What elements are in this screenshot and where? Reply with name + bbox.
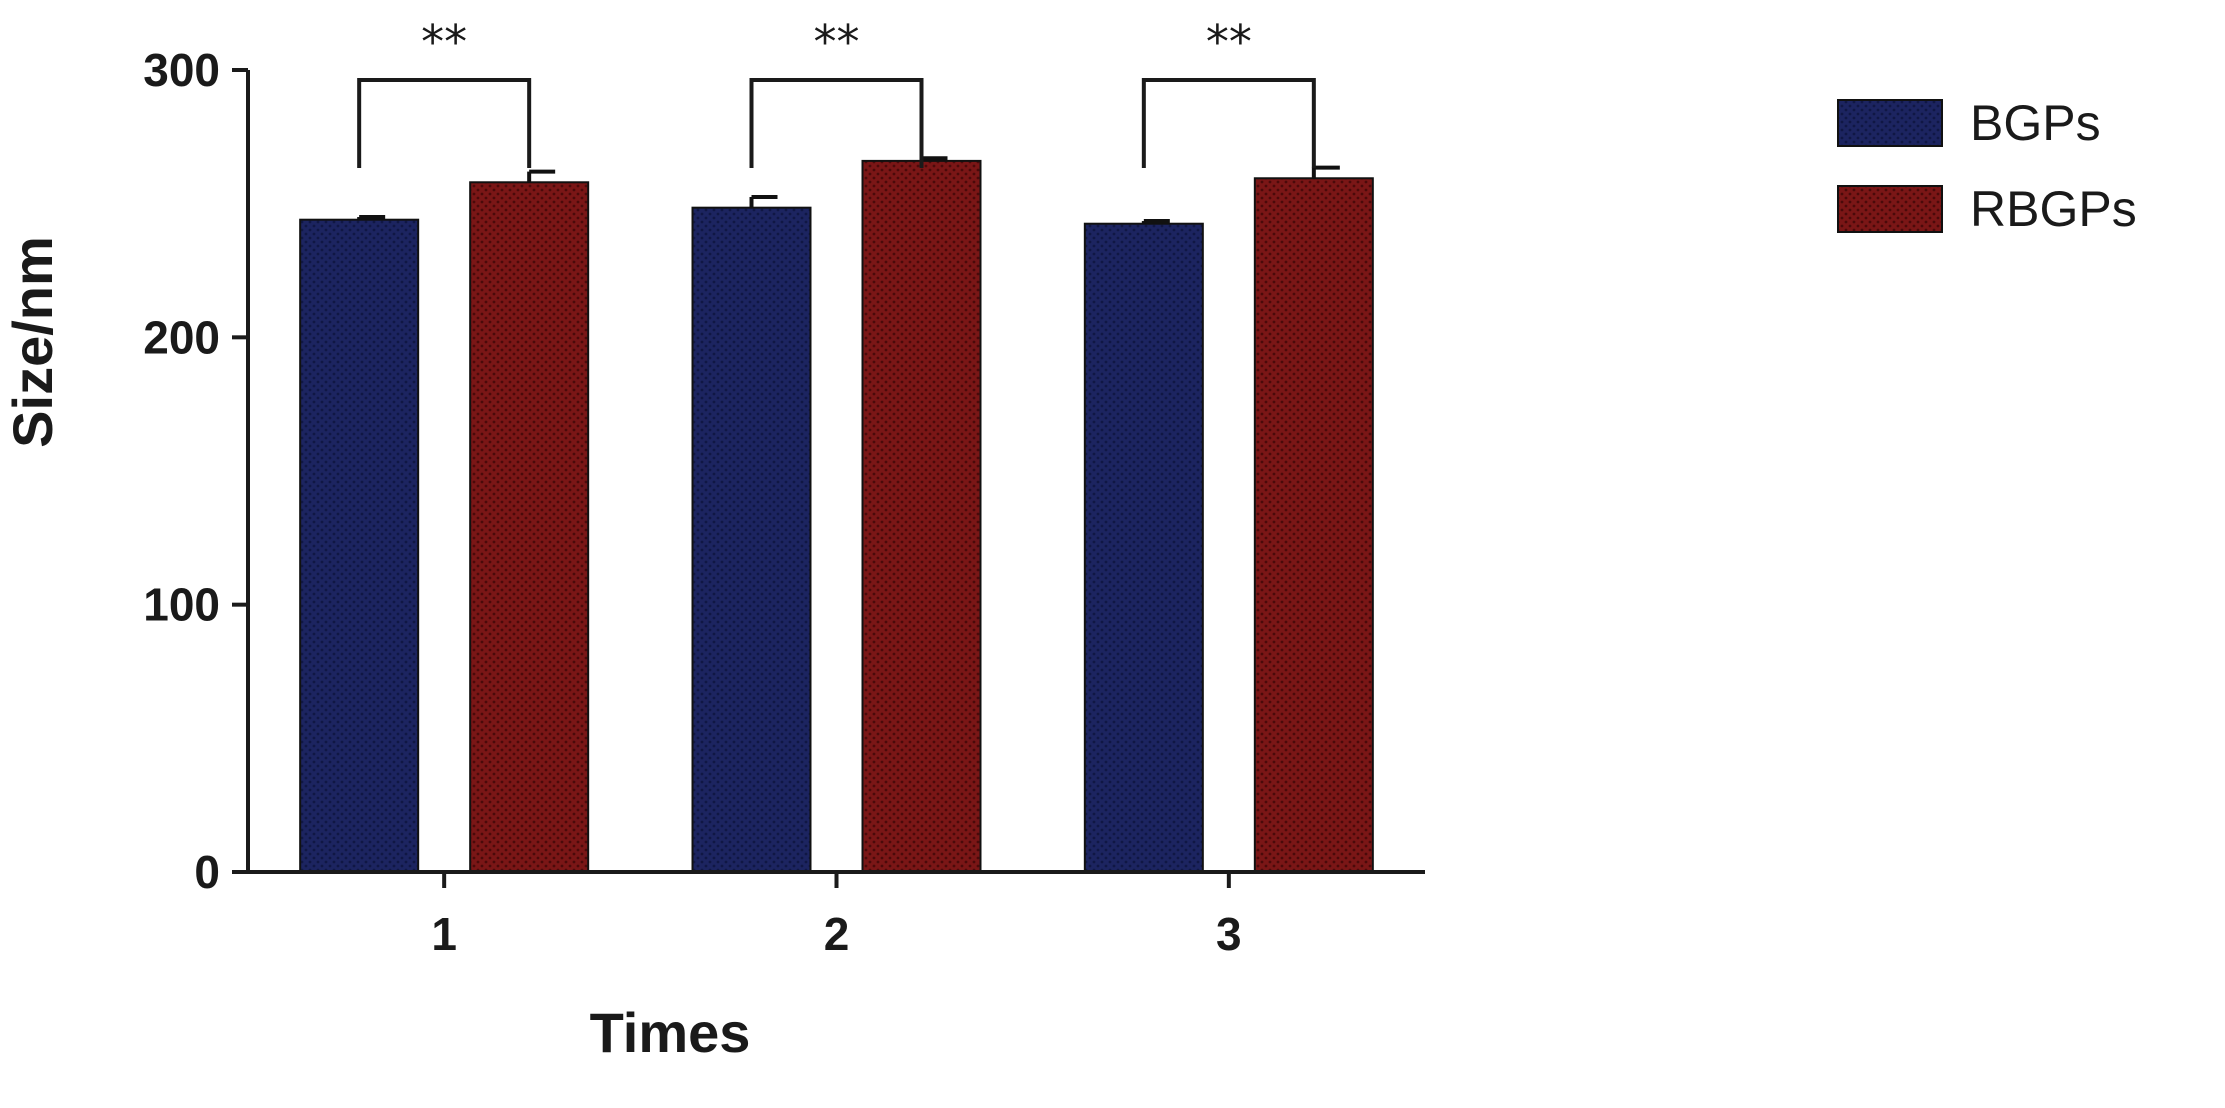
legend-label-bgps: BGPs — [1970, 95, 2101, 151]
significance-layer: ** ** ** — [357, 15, 1316, 168]
y-tick-label: 0 — [194, 846, 220, 898]
bar-rbgps-3 — [1253, 177, 1374, 873]
bars-layer — [299, 159, 1374, 874]
bar-bgps-2 — [691, 206, 812, 873]
x-tick-label: 1 — [431, 908, 457, 960]
significance-bracket — [749, 78, 924, 168]
y-tick-label: 200 — [143, 311, 220, 363]
x-tick-label: 2 — [824, 908, 850, 960]
legend-label-rbgps: RBGPs — [1970, 181, 2137, 237]
y-tick-label: 300 — [143, 44, 220, 96]
y-axis-ticks: 0 100 200 300 — [143, 44, 248, 898]
x-tick-label: 3 — [1216, 908, 1242, 960]
error-bars-layer — [357, 156, 1340, 224]
significance-label: ** — [421, 15, 467, 69]
bar-rbgps-2 — [861, 159, 982, 874]
y-axis-title: Size/nm — [1, 236, 64, 448]
legend-swatch-rbgps — [1837, 185, 1943, 233]
significance-bracket — [1141, 78, 1316, 168]
significance-label: ** — [814, 15, 860, 69]
significance-label: ** — [1206, 15, 1252, 69]
bar-bgps-3 — [1083, 222, 1204, 873]
bar-bgps-1 — [299, 218, 420, 873]
y-tick-label: 100 — [143, 579, 220, 631]
legend: BGPs RBGPs — [1837, 95, 2137, 237]
legend-swatch-bgps — [1837, 99, 1943, 147]
x-axis-ticks: 1 2 3 — [431, 872, 1242, 960]
x-axis-title: Times — [590, 1001, 751, 1064]
significance-bracket — [357, 78, 532, 168]
bar-rbgps-1 — [469, 181, 590, 873]
